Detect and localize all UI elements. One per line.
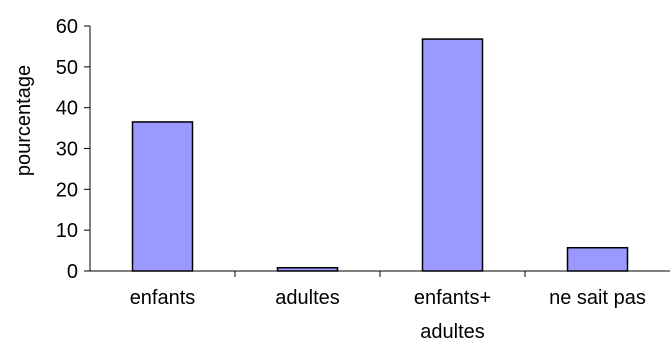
bar-3 <box>566 246 629 272</box>
y-tick-label-5: 50 <box>56 57 78 79</box>
x-category-label-3: ne sait pas <box>549 287 646 309</box>
y-tick-label-3: 30 <box>56 139 78 161</box>
x-category-label-2: enfants+ adultes <box>414 287 491 343</box>
x-category-label-0: enfants <box>130 287 196 309</box>
bar-0 <box>131 121 194 272</box>
bar-2 <box>421 38 484 272</box>
y-axis-title: pourcentage <box>13 65 35 176</box>
y-tick-label-1: 10 <box>56 220 78 242</box>
y-tick-label-4: 40 <box>56 98 78 120</box>
bar-1 <box>276 266 339 272</box>
y-tick-label-0: 0 <box>67 261 78 283</box>
x-category-label-1: adultes <box>275 287 340 309</box>
y-tick-label-2: 20 <box>56 179 78 201</box>
y-tick-label-6: 60 <box>56 16 78 38</box>
